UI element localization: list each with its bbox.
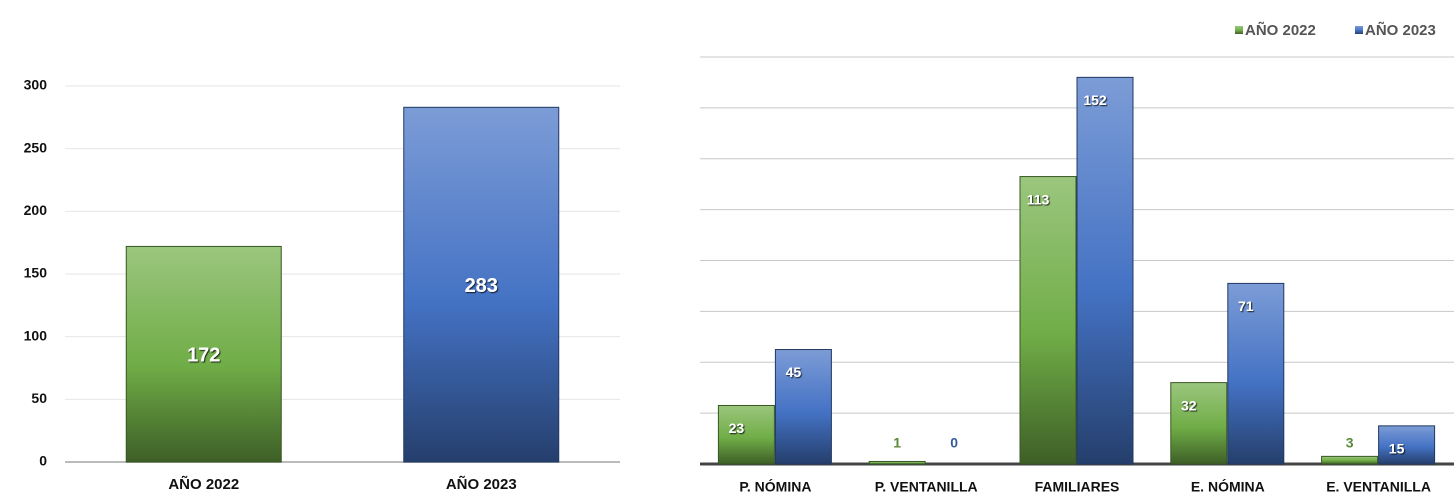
x-tick-label: FAMILIARES [1035, 479, 1120, 493]
x-tick-label: AÑO 2022 [168, 475, 239, 493]
data-label: 3 [1346, 435, 1354, 451]
data-label: 172 [187, 344, 220, 366]
bar [1019, 176, 1077, 465]
data-label: 15 [1389, 441, 1405, 457]
data-label: 45 [786, 364, 802, 380]
bar [868, 460, 926, 465]
bar [717, 404, 775, 465]
y-tick-label: 250 [24, 139, 48, 155]
data-label: 32 [1181, 397, 1197, 413]
bar [125, 245, 282, 463]
bar [1378, 425, 1436, 465]
y-tick-label: 50 [31, 390, 47, 406]
y-tick-label: 100 [24, 327, 48, 343]
legend-label: AÑO 2022 [1245, 21, 1316, 39]
data-label: 1 [893, 435, 901, 451]
x-tick-label: P. NÓMINA [739, 478, 811, 493]
x-tick-label: P. VENTANILLA [875, 479, 978, 493]
bar [1321, 455, 1379, 465]
bar [403, 106, 560, 463]
bar [1227, 282, 1285, 465]
x-tick-label: AÑO 2023 [446, 475, 517, 493]
data-label: 23 [729, 420, 745, 436]
legend-swatch [1355, 26, 1363, 34]
data-label: 113 [1027, 191, 1050, 207]
y-tick-label: 200 [24, 202, 48, 218]
y-tick-label: 0 [39, 453, 47, 469]
y-tick-label: 150 [24, 265, 48, 281]
x-tick-label: E. NÓMINA [1191, 478, 1265, 493]
legend-label: AÑO 2023 [1365, 21, 1436, 39]
legend-swatch [1235, 26, 1243, 34]
y-tick-label: 300 [24, 77, 48, 93]
data-label: 0 [950, 435, 958, 451]
data-label: 71 [1238, 298, 1254, 314]
bar [774, 349, 832, 465]
x-tick-label: E. VENTANILLA [1326, 479, 1431, 493]
bar [1170, 382, 1228, 465]
data-label: 283 [465, 275, 498, 297]
data-label: 152 [1083, 92, 1107, 108]
bar [1076, 76, 1134, 465]
